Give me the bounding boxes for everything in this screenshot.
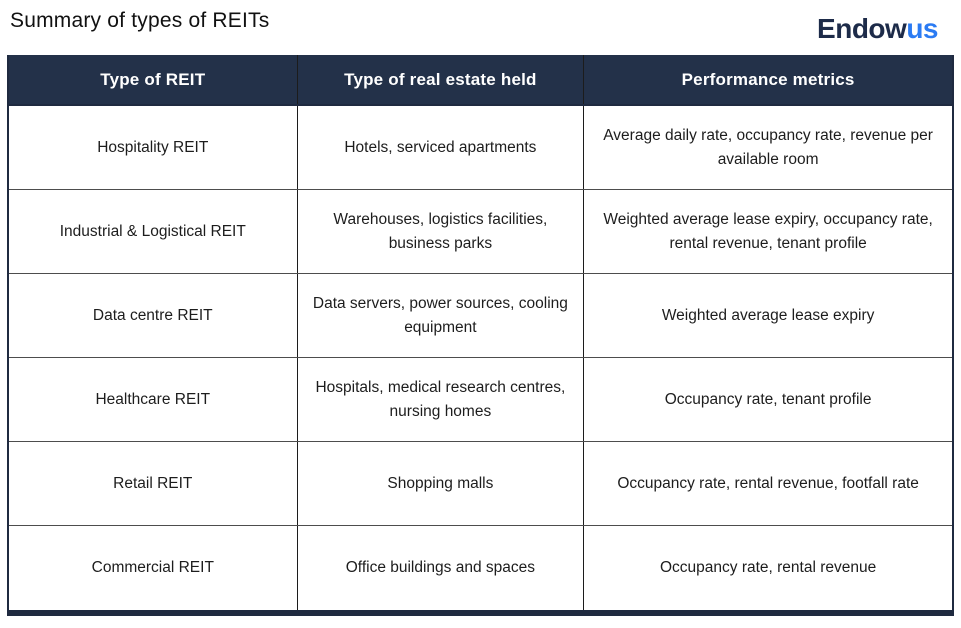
- cell-reit-type: Commercial REIT: [9, 526, 298, 610]
- cell-reit-type: Industrial & Logistical REIT: [9, 190, 298, 273]
- cell-real-estate: Warehouses, logistics facilities, busine…: [298, 190, 585, 273]
- cell-reit-type: Healthcare REIT: [9, 358, 298, 441]
- table-row: Hospitality REIT Hotels, serviced apartm…: [9, 106, 952, 190]
- table-row: Healthcare REIT Hospitals, medical resea…: [9, 358, 952, 442]
- cell-metrics: Weighted average lease expiry: [661, 306, 875, 324]
- table-header-row: Type of REIT Type of real estate held Pe…: [9, 55, 952, 106]
- cell-reit-type: Hospitality REIT: [9, 106, 298, 189]
- cell-real-estate: Office buildings and spaces: [298, 526, 585, 610]
- cell-real-estate: Shopping malls: [298, 442, 585, 525]
- cell-real-estate: Hotels, serviced apartments: [298, 106, 585, 189]
- cell-real-estate: Hospitals, medical research centres, nur…: [298, 358, 585, 441]
- table-row: Industrial & Logistical REIT Warehouses,…: [9, 190, 952, 274]
- cell-reit-type: Data centre REIT: [9, 274, 298, 357]
- cell-metrics: Average daily rate, occupancy rate, reve…: [603, 127, 933, 168]
- page-title: Summary of types of REITs: [10, 9, 270, 32]
- header-cell-performance-metrics: Performance metrics: [681, 69, 855, 89]
- table-row: Commercial REIT Office buildings and spa…: [9, 526, 952, 610]
- cell-real-estate: Data servers, power sources, cooling equ…: [298, 274, 585, 357]
- cell-metrics: Weighted average lease expiry, occupancy…: [603, 211, 933, 252]
- cell-reit-type: Retail REIT: [9, 442, 298, 525]
- cell-metrics: Occupancy rate, rental revenue: [659, 559, 877, 577]
- table-row: Retail REIT Shopping malls Occupancy rat…: [9, 442, 952, 526]
- logo-text-endow: Endow: [817, 13, 907, 44]
- table-row: Data centre REIT Data servers, power sou…: [9, 274, 952, 358]
- reit-summary-table: Type of REIT Type of real estate held Pe…: [7, 55, 954, 616]
- endowus-logo: Endowus: [817, 13, 938, 45]
- cell-metrics: Occupancy rate, tenant profile: [664, 390, 872, 408]
- cell-metrics: Occupancy rate, rental revenue, footfall…: [617, 474, 919, 492]
- header-cell-type-of-reit: Type of REIT: [9, 55, 298, 104]
- header-cell-real-estate-held: Type of real estate held: [298, 55, 585, 104]
- logo-text-us: us: [906, 13, 938, 44]
